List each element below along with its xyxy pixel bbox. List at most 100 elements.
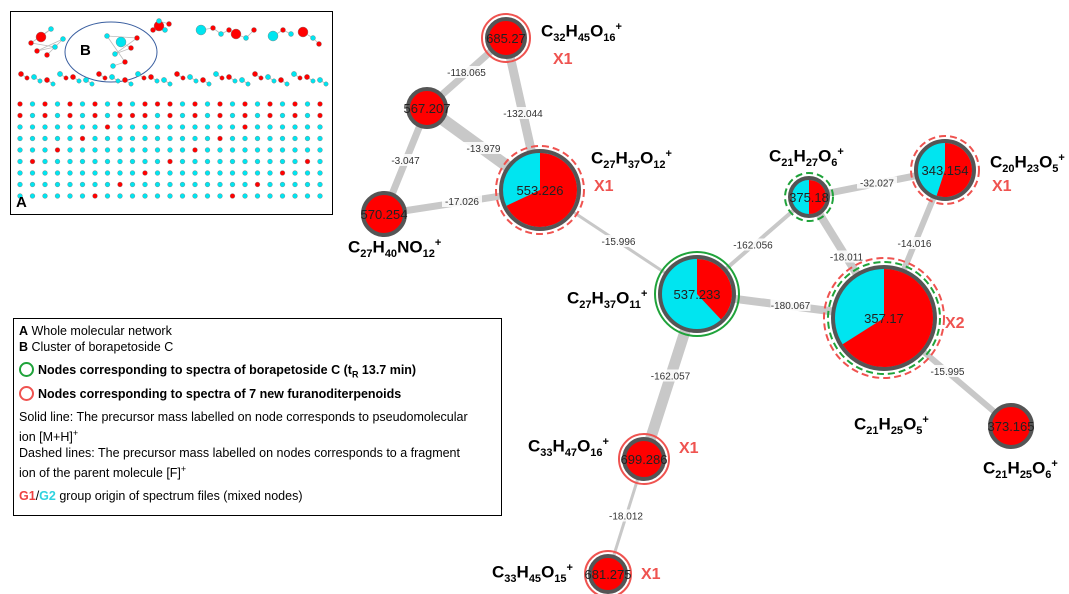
edge-label-bg (463, 142, 504, 154)
inset-node (292, 158, 298, 165)
inset-node (179, 181, 186, 188)
inset-node (242, 147, 248, 153)
inset-node (179, 158, 186, 165)
node-n553[interactable]: 553.226 (495, 145, 585, 235)
node-mass-label: 375.18 (789, 190, 829, 205)
inset-node (187, 74, 193, 80)
inset-node (304, 181, 311, 188)
node-n343[interactable]: 343.154 (910, 135, 980, 205)
node-n373[interactable]: 373.165 (988, 403, 1035, 449)
inset-node (254, 181, 261, 188)
inset-node (279, 181, 286, 188)
node-ring (823, 257, 945, 379)
node-n537[interactable]: 537.233 (654, 251, 740, 337)
inset-node (217, 112, 223, 119)
inset-node (167, 112, 173, 119)
node-n567[interactable]: 567.207 (404, 87, 451, 129)
inset-node (167, 181, 173, 188)
edge-label-n570-n553: -17.026 (445, 197, 479, 208)
inset-node (254, 170, 261, 176)
inset-node (142, 181, 148, 188)
inset-node (117, 112, 123, 119)
inset-node (280, 27, 286, 33)
node-disc (485, 17, 527, 59)
inset-node (104, 193, 111, 199)
node-ring (481, 13, 531, 63)
node-n375[interactable]: 375.18 (784, 172, 834, 222)
inset-node (161, 77, 167, 83)
inset-node (229, 135, 236, 142)
inset-node (50, 81, 56, 87)
formula-357: C21H25O5+ (854, 414, 929, 438)
inset-node (167, 158, 173, 165)
inset-node (142, 158, 148, 165)
inset-node (310, 78, 316, 84)
inset-node (154, 181, 161, 188)
inset-node (304, 170, 311, 176)
inset-node (63, 75, 69, 81)
inset-node (117, 193, 123, 199)
inset-node (230, 28, 242, 40)
multiplier-553: X1 (594, 178, 614, 195)
inset-node (44, 52, 50, 58)
edge-label-bg (385, 154, 426, 166)
inset-node (104, 170, 111, 176)
inset-node (29, 193, 36, 199)
inset-node (279, 193, 286, 199)
inset-node (156, 18, 162, 24)
inset-node (217, 135, 223, 142)
inset-node (92, 181, 98, 188)
inset-node (54, 181, 61, 188)
inset-node (42, 181, 48, 188)
inset-node (42, 170, 48, 176)
inset-label-b: B (80, 42, 91, 59)
inset-node (192, 147, 198, 153)
inset-node (129, 147, 136, 153)
inset-node (67, 124, 73, 130)
node-n357[interactable]: 357.17 (823, 257, 945, 379)
node-n681[interactable]: 681.275 (584, 550, 632, 594)
inset-node (29, 181, 36, 188)
node-n685[interactable]: 685.27 (481, 13, 531, 63)
inset-node (79, 147, 86, 153)
edge-label-n537-n375: -162.056 (733, 241, 773, 252)
inset-node (54, 170, 61, 176)
inset-node (142, 112, 148, 119)
edge-label-bg (503, 107, 543, 119)
inset-node (79, 135, 86, 142)
inset-node (217, 158, 223, 165)
inset-node (288, 31, 294, 37)
inset-node (242, 181, 248, 188)
node-n699[interactable]: 699.286 (618, 433, 670, 485)
inset-node (304, 74, 310, 80)
inset-node (29, 170, 36, 176)
inset-node (179, 147, 186, 153)
legend-solid-1: Solid line: The precursor mass labelled … (19, 409, 468, 424)
edge-label-bg (894, 237, 935, 249)
inset-node (204, 124, 211, 130)
node-n570[interactable]: 570.254 (361, 191, 408, 237)
inset-node (204, 170, 211, 176)
inset-node (17, 135, 23, 142)
inset-node (92, 193, 98, 199)
inset-node (92, 158, 98, 165)
node-mass-label: 553.226 (517, 183, 564, 198)
inset-node (267, 135, 273, 142)
inset-node (267, 181, 273, 188)
inset-node (279, 101, 286, 107)
inset-node (304, 147, 311, 153)
inset-node (192, 193, 198, 199)
inset-node (54, 158, 61, 165)
inset-node (317, 181, 323, 188)
whole-network-thumbnail (17, 18, 329, 199)
edge-label-n567-n553: -13.979 (467, 144, 501, 155)
edge-label-n357-n373: -15.995 (931, 367, 965, 378)
inset-node (254, 101, 261, 107)
inset-node (304, 158, 311, 165)
inset-node (279, 135, 286, 142)
legend-box: A Whole molecular network B Cluster of b… (13, 318, 502, 516)
inset-node (128, 81, 134, 87)
inset-node (267, 170, 273, 176)
inset-node (265, 74, 271, 80)
